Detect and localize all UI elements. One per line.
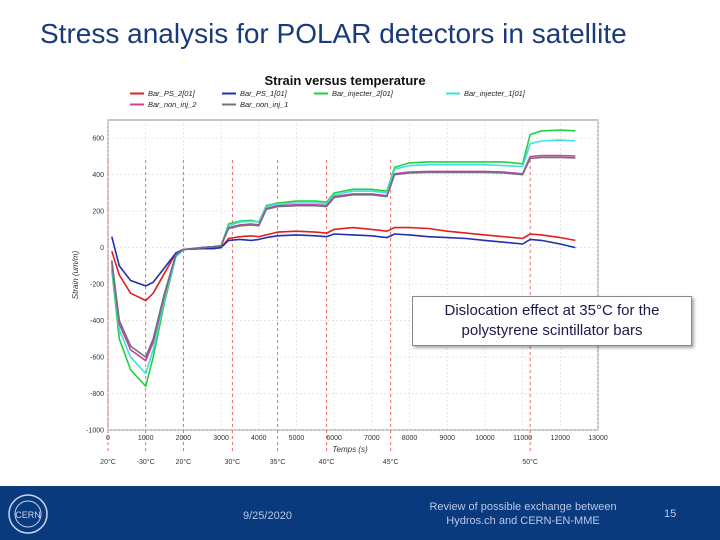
series-lines — [111, 129, 576, 388]
chart-legend: Bar_PS_2[01] Bar_PS_1[01] Bar_injecter_2[0… — [130, 89, 526, 109]
series-line — [111, 233, 576, 287]
y-tick-label: -200 — [90, 282, 104, 289]
x-tick-label: 1000 — [138, 435, 154, 442]
plot-area — [107, 119, 599, 431]
legend-label: Bar_PS_2[01] — [148, 89, 196, 98]
footer-date: 9/25/2020 — [243, 510, 292, 522]
page-number: 15 — [664, 508, 677, 520]
x-tick-label: 5000 — [289, 435, 305, 442]
y-tick-labels: -1000 -800 -600 -400 -200 0 200 400 600 — [86, 136, 104, 435]
y-tick-label: 0 — [100, 245, 104, 252]
x-tick-labels: 0 1000 2000 3000 4000 5000 6000 7000 8000 9000 100… — [106, 435, 608, 442]
series-line — [111, 156, 576, 358]
temperature-label: -30°C — [137, 458, 155, 466]
x-tick-label: 4000 — [251, 435, 267, 442]
x-tick-label: 3000 — [213, 435, 229, 442]
y-tick-label: 600 — [92, 136, 104, 143]
y-tick-label: 400 — [92, 172, 104, 179]
x-tick-label: 9000 — [439, 435, 455, 442]
temperature-label: 50°C — [522, 458, 538, 466]
temperature-label: 20°C — [100, 458, 116, 466]
x-tick-label: 0 — [106, 435, 110, 442]
y-tick-label: -1000 — [86, 428, 104, 435]
temperature-labels: 20°C -30°C 20°C 30°C 35°C 40°C 45°C 50°C — [100, 458, 538, 466]
cern-logo-text: CERN — [15, 510, 41, 520]
y-tick-label: -600 — [90, 355, 104, 362]
legend-label: Bar_non_inj_1 — [240, 100, 288, 109]
y-tick-label: 200 — [92, 209, 104, 216]
y-tick-label: -400 — [90, 318, 104, 325]
temperature-label: 30°C — [225, 458, 241, 466]
x-axis-label: Temps (s) — [332, 445, 368, 454]
legend-label: Bar_injecter_2[01] — [332, 89, 394, 98]
temperature-label: 35°C — [270, 458, 286, 466]
dislocation-callout: Dislocation effect at 35°C for the polys… — [412, 296, 692, 346]
y-tick-label: -800 — [90, 391, 104, 398]
footer-bar: CERN 9/25/2020 Review of possible exchan… — [0, 486, 720, 540]
x-tick-label: 6000 — [326, 435, 342, 442]
cern-logo-icon: CERN — [8, 494, 48, 534]
x-tick-label: 12000 — [551, 435, 571, 442]
temperature-label: 40°C — [319, 458, 335, 466]
x-tick-label: 8000 — [402, 435, 418, 442]
y-axis-label: Strain (um/m) — [71, 250, 80, 299]
legend-label: Bar_injecter_1[01] — [464, 89, 526, 98]
chart-title: Strain versus temperature — [264, 73, 425, 88]
temperature-label: 45°C — [383, 458, 399, 466]
x-tick-label: 7000 — [364, 435, 380, 442]
strain-chart: Strain versus temperature Bar_PS_2[01] Ba… — [71, 73, 608, 466]
slide-title: Stress analysis for POLAR detectors in s… — [40, 18, 627, 49]
x-tick-label: 11000 — [513, 435, 532, 442]
x-tick-label: 10000 — [475, 435, 495, 442]
legend-label: Bar_non_inj_2 — [148, 100, 197, 109]
footer-text: Review of possible exchange between Hydr… — [429, 501, 617, 527]
legend-label: Bar_PS_1[01] — [240, 89, 288, 98]
x-tick-label: 2000 — [176, 435, 192, 442]
temperature-label: 20°C — [176, 458, 192, 466]
x-tick-label: 13000 — [588, 435, 608, 442]
